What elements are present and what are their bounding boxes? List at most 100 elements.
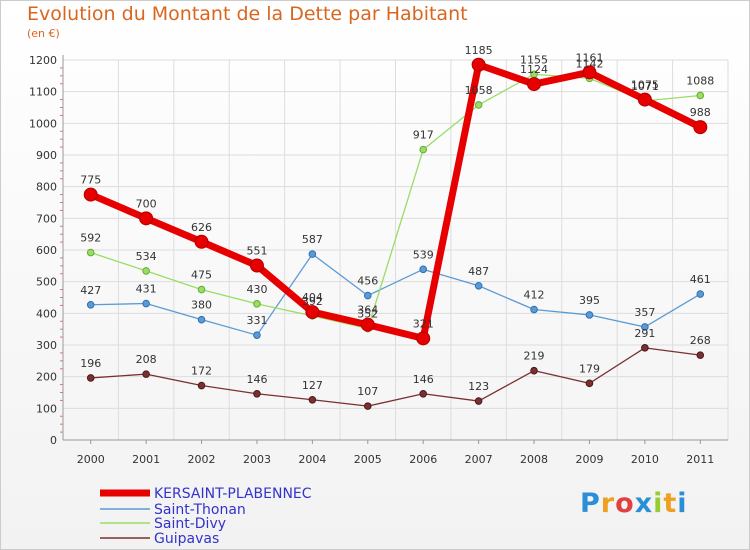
- data-point: [253, 331, 261, 339]
- data-label: 127: [302, 379, 323, 392]
- data-point: [142, 299, 150, 308]
- y-tick-label: 900: [36, 149, 57, 162]
- y-tick-label: 600: [36, 244, 57, 257]
- data-point: [305, 305, 320, 320]
- data-point: [696, 91, 705, 100]
- logo-letter: P: [580, 488, 601, 519]
- data-label: 146: [246, 373, 267, 386]
- data-point: [308, 250, 317, 258]
- x-tick-label: 2006: [409, 453, 437, 466]
- y-tick-label: 1100: [29, 86, 57, 99]
- data-point: [585, 379, 594, 388]
- data-label: 427: [80, 284, 101, 297]
- data-point: [693, 120, 708, 135]
- data-label: 534: [136, 250, 157, 263]
- data-label: 291: [634, 327, 655, 340]
- data-point: [83, 187, 98, 202]
- data-label: 775: [80, 174, 101, 187]
- data-label: 487: [468, 265, 489, 278]
- data-point: [139, 211, 154, 226]
- x-tick-label: 2001: [132, 453, 160, 466]
- data-point: [197, 315, 206, 324]
- x-tick-label: 2002: [188, 453, 216, 466]
- y-tick-label: 800: [36, 181, 57, 194]
- data-label: 592: [80, 232, 101, 245]
- x-tick-label: 2010: [631, 453, 659, 466]
- chart-title: Evolution du Montant de la Dette par Hab…: [27, 3, 468, 25]
- chart-subtitle: (en €): [27, 27, 60, 40]
- data-label: 208: [136, 353, 157, 366]
- data-point: [530, 305, 538, 314]
- data-point: [86, 248, 95, 257]
- data-label: 988: [690, 106, 711, 119]
- x-tick-label: 2011: [686, 453, 714, 466]
- y-tick-label: 700: [36, 212, 57, 225]
- logo-letter: o: [615, 488, 635, 519]
- data-label: 123: [468, 380, 489, 393]
- logo-letter: i: [677, 488, 688, 519]
- data-label: 395: [579, 294, 600, 307]
- x-tick-label: 2009: [575, 453, 603, 466]
- axes: 0 100 200 300 400 500 600 700 800 900 1000 1100 1200…: [29, 54, 728, 466]
- data-label: 475: [191, 269, 212, 282]
- data-point: [253, 389, 261, 398]
- x-tick-label: 2008: [520, 453, 548, 466]
- y-tick-label: 0: [50, 434, 57, 447]
- data-point: [641, 344, 649, 352]
- data-label: 1124: [520, 63, 548, 76]
- y-tick-label: 400: [36, 307, 57, 320]
- x-tick-label: 2007: [465, 453, 493, 466]
- data-label: 364: [357, 304, 378, 317]
- data-label: 179: [579, 362, 600, 375]
- legend-label: Guipavas: [154, 531, 219, 547]
- x-tick-label: 2005: [354, 453, 382, 466]
- data-label: 331: [246, 314, 267, 327]
- data-point: [197, 381, 206, 390]
- data-label: 321: [413, 317, 434, 330]
- data-label: 1155: [520, 53, 548, 66]
- y-tick-label: 500: [36, 276, 57, 289]
- x-tick-label: 2004: [298, 453, 326, 466]
- y-tick-label: 100: [36, 402, 57, 415]
- grid-lines: [62, 59, 729, 441]
- data-point: [419, 389, 428, 398]
- data-label: 219: [524, 350, 545, 363]
- x-tick-label: 2000: [77, 453, 105, 466]
- data-label: 196: [80, 357, 101, 370]
- data-label: 917: [413, 129, 434, 142]
- data-point: [360, 317, 375, 332]
- data-label: 551: [246, 245, 267, 258]
- y-tick-label: 1200: [29, 54, 57, 67]
- data-label: 146: [413, 373, 434, 386]
- logo-letter: t: [663, 488, 678, 519]
- data-point: [197, 285, 206, 294]
- legend-label: Saint-Thonan: [154, 502, 246, 518]
- data-point: [363, 402, 372, 410]
- data-label: 1161: [575, 51, 603, 64]
- data-label: 1142: [575, 57, 603, 70]
- data-point: [585, 311, 594, 319]
- data-point: [471, 57, 486, 72]
- data-label: 1071: [631, 80, 659, 93]
- data-label: 1075: [631, 79, 659, 92]
- data-label: 412: [524, 289, 545, 302]
- data-label: 456: [357, 275, 378, 288]
- data-point: [419, 265, 428, 274]
- data-point: [474, 397, 483, 405]
- data-point: [86, 374, 95, 382]
- data-point: [253, 300, 261, 308]
- y-tick-label: 200: [36, 371, 57, 384]
- data-point: [249, 258, 264, 273]
- data-point: [696, 351, 705, 359]
- data-point: [142, 370, 150, 378]
- logo-letter: r: [600, 488, 616, 519]
- data-label: 357: [634, 306, 655, 319]
- data-label: 172: [191, 365, 212, 378]
- data-point: [419, 145, 428, 154]
- data-point: [308, 395, 317, 404]
- series-line-guipavas: [90, 347, 701, 407]
- data-label: 268: [690, 334, 711, 347]
- data-label: 380: [191, 299, 212, 312]
- data-label: 430: [246, 283, 267, 296]
